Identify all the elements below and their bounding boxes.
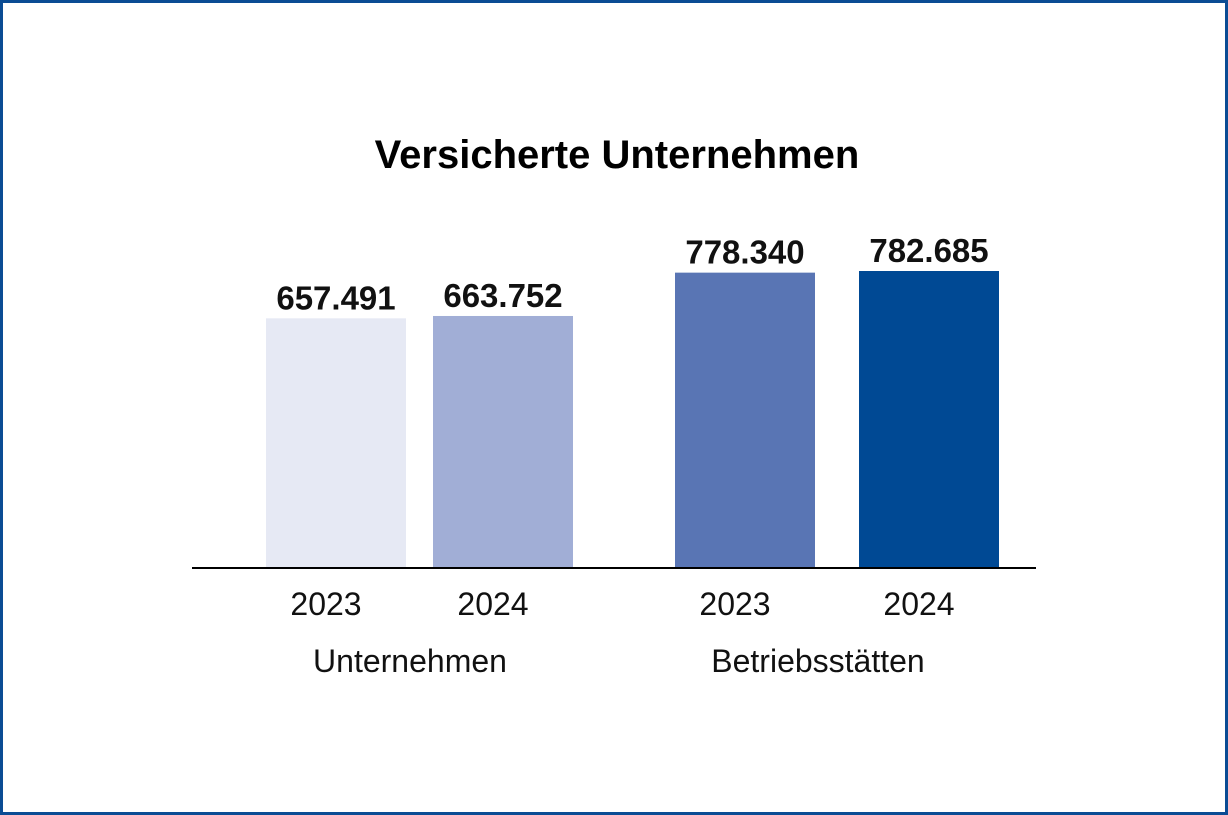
data-label: 778.340 — [685, 234, 804, 271]
bar-unternehmen-2023 — [266, 318, 406, 567]
x-tick-label: 2023 — [699, 586, 770, 622]
x-tick-label: 2023 — [290, 586, 361, 622]
x-tick-label: 2024 — [883, 586, 954, 622]
group-label: Unternehmen — [313, 643, 507, 679]
chart-title: Versicherte Unternehmen — [374, 133, 860, 177]
bar-betriebsstätten-2023 — [675, 272, 815, 567]
data-label: 782.685 — [869, 232, 988, 269]
data-label: 663.752 — [443, 277, 562, 314]
data-label: 657.491 — [276, 279, 395, 316]
bar-unternehmen-2024 — [433, 315, 573, 567]
x-tick-label: 2024 — [457, 586, 528, 622]
group-label: Betriebsstätten — [711, 643, 924, 679]
bar-betriebsstätten-2024 — [859, 271, 999, 567]
